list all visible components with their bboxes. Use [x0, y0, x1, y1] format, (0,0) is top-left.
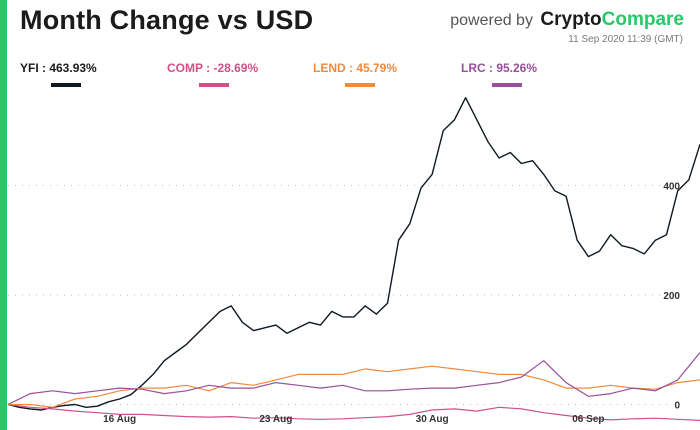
powered-by-label: powered by: [450, 12, 533, 29]
series-line-comp[interactable]: [7, 403, 700, 421]
y-tick-label-400: 400: [663, 181, 680, 192]
legend-label-lrc[interactable]: LRC : 95.26%: [461, 61, 538, 75]
legend-label-lend[interactable]: LEND : 45.79%: [313, 61, 398, 75]
y-tick-label-200: 200: [663, 291, 680, 302]
legend-swatch-lrc: [492, 83, 522, 87]
brand-name-part2: Compare: [601, 9, 684, 30]
x-tick-label-06-sep: 06 Sep: [572, 414, 604, 425]
legend-swatch-comp: [199, 83, 229, 87]
series-line-lend[interactable]: [8, 365, 700, 408]
timestamp: 11 Sep 2020 11:39 (GMT): [568, 34, 683, 45]
accent-bar: [0, 0, 7, 430]
brand-name-part1: Crypto: [540, 9, 602, 30]
legend-swatch-yfi: [51, 83, 81, 87]
legend-swatch-lend: [345, 83, 375, 87]
series-line-lrc[interactable]: [7, 352, 700, 406]
powered-by[interactable]: powered by CryptoCompare: [450, 9, 684, 31]
series-line-yfi[interactable]: [7, 96, 700, 411]
x-tick-label-30-aug: 30 Aug: [416, 414, 449, 425]
chart-title: Month Change vs USD: [20, 5, 314, 35]
y-tick-label-0: 0: [674, 401, 680, 412]
legend-label-yfi[interactable]: YFI : 463.93%: [20, 61, 97, 75]
legend-label-comp[interactable]: COMP : -28.69%: [167, 61, 259, 75]
x-tick-label-16-aug: 16 Aug: [103, 414, 136, 425]
x-tick-label-23-aug: 23 Aug: [259, 414, 292, 425]
